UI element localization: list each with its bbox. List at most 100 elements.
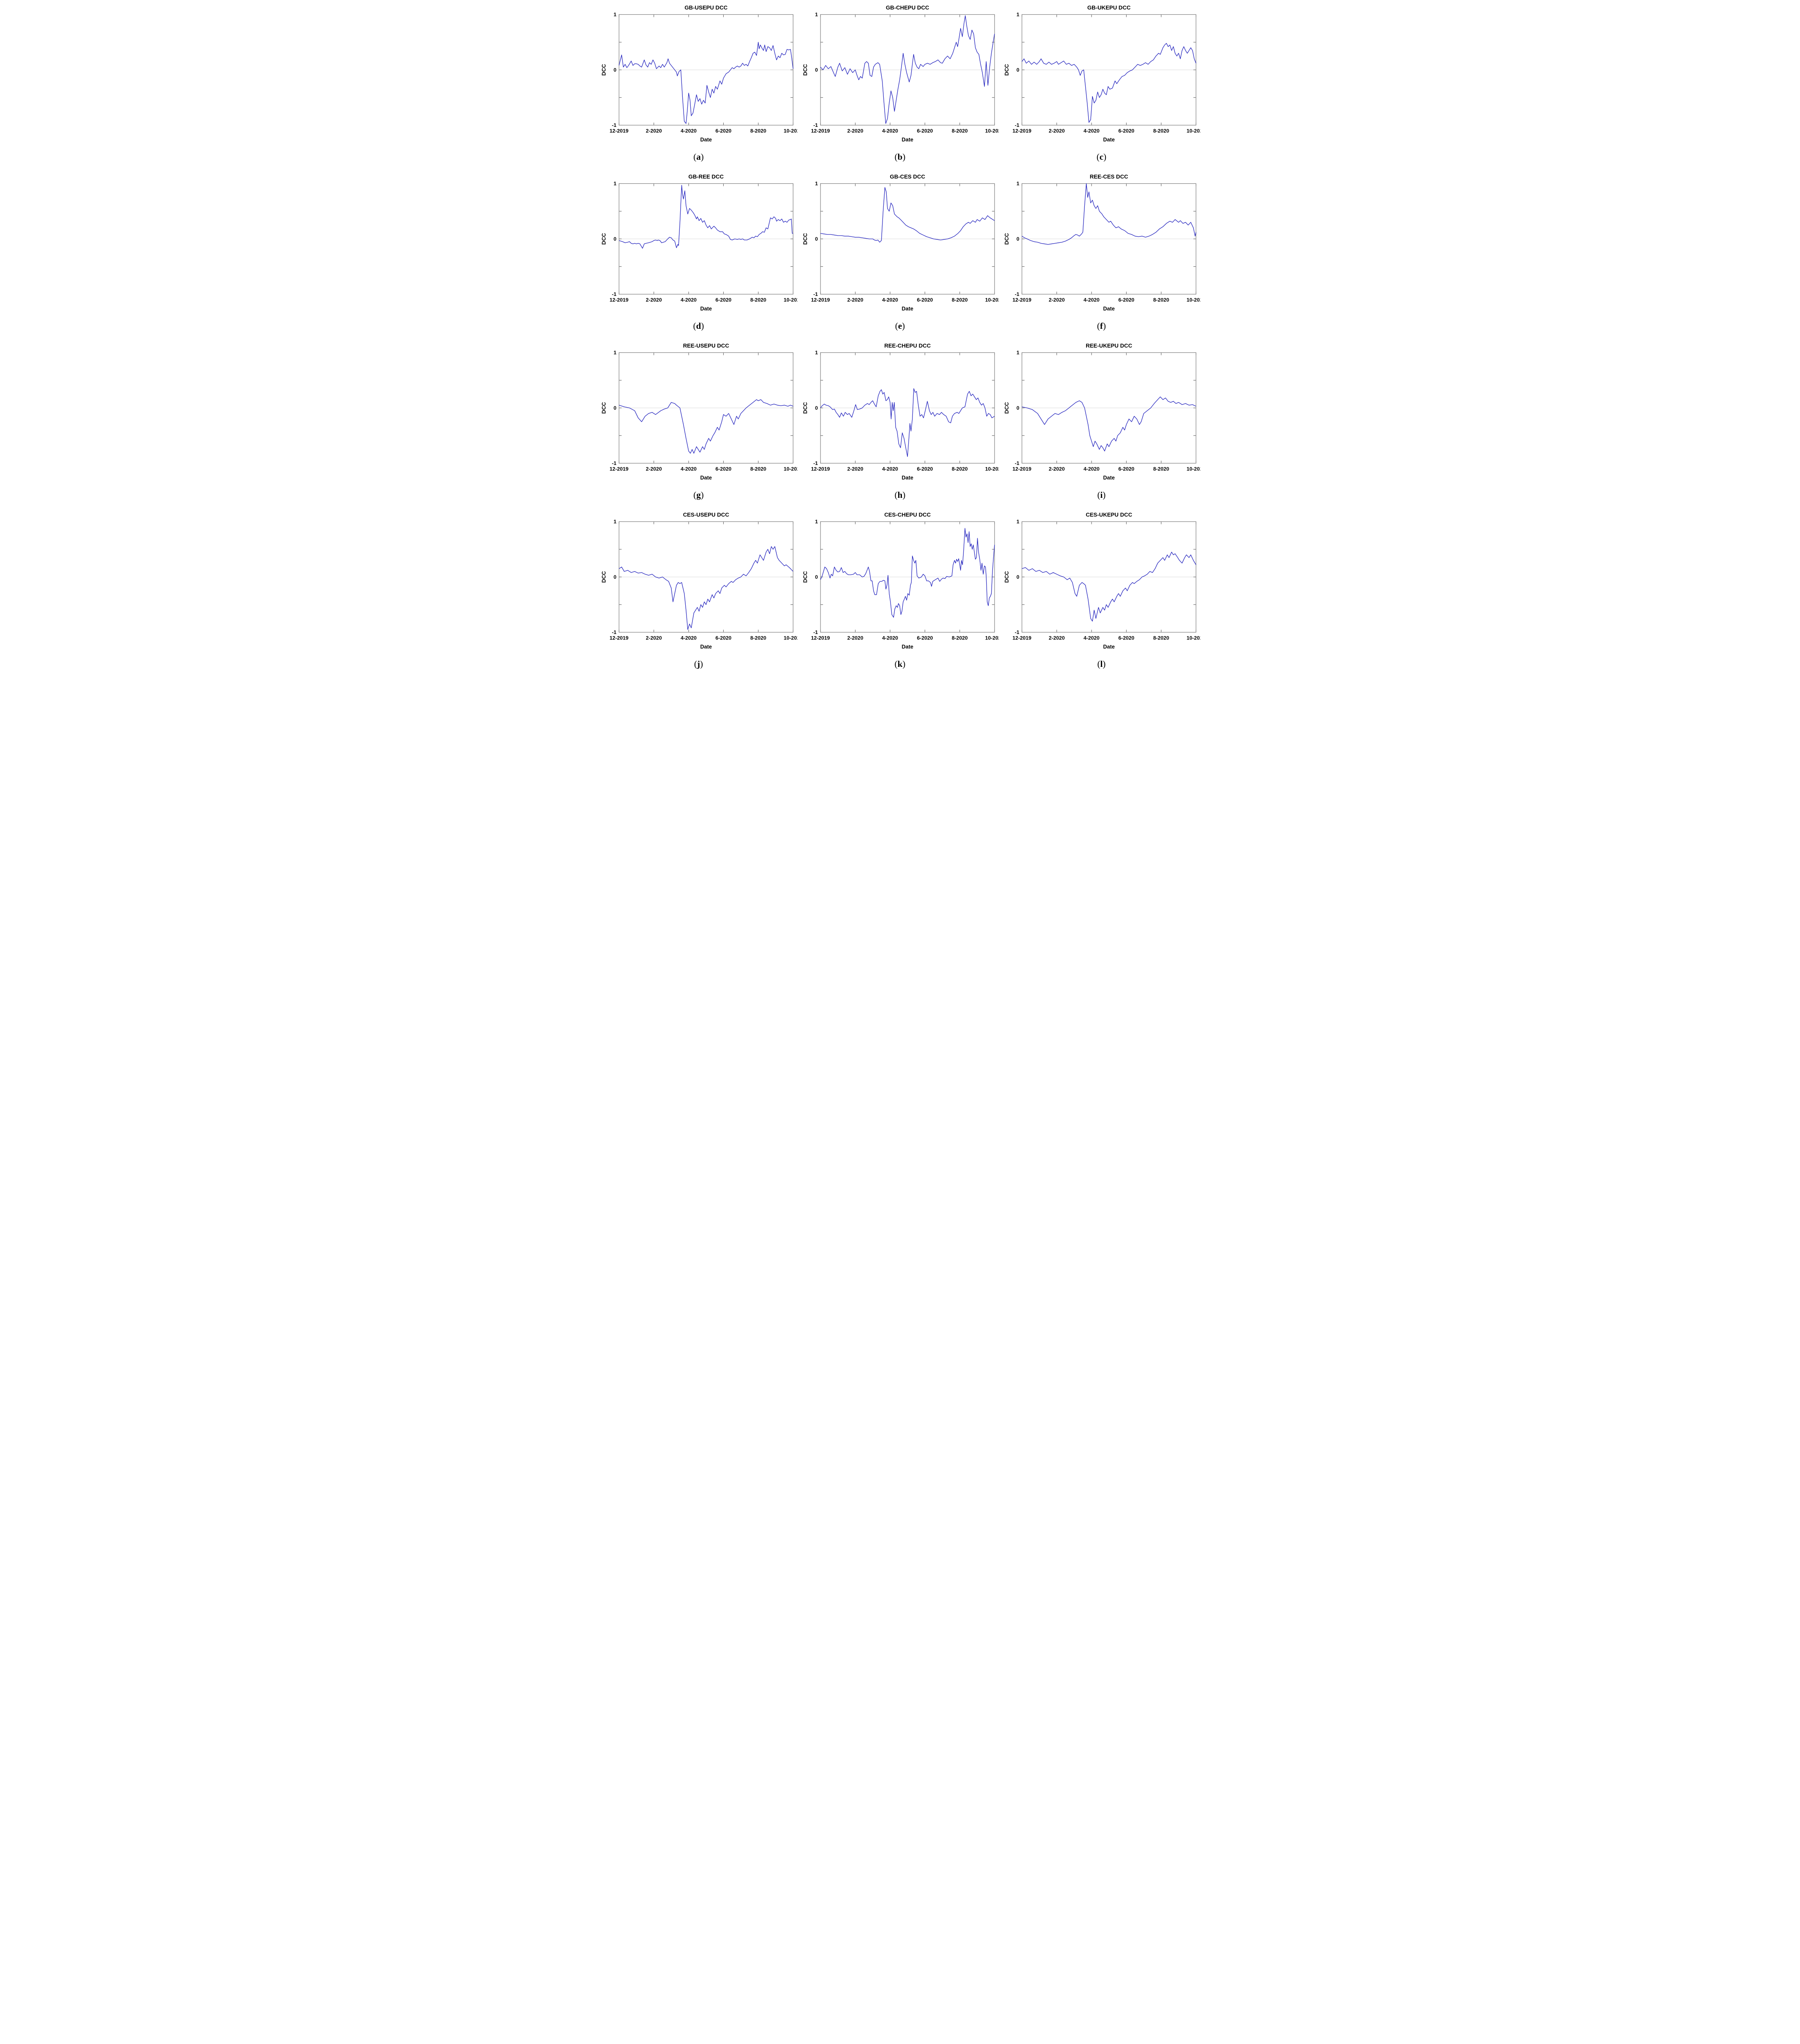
- x-tick-label: 4-2020: [882, 466, 898, 472]
- chart-canvas-d: 12-2019 2-2020 4-2020 6-2020 8-2020 10-2020 1 0…: [601, 173, 797, 312]
- caption-open-paren: (: [1097, 489, 1100, 500]
- plot-box: [618, 352, 793, 464]
- caption-letter: j: [697, 658, 700, 669]
- caption-letter: h: [897, 489, 903, 500]
- x-tick-label: 12-2019: [609, 128, 628, 134]
- x-tick-label: 10-2020: [985, 635, 999, 641]
- y-axis-label: DCC: [601, 402, 607, 414]
- plot-box: [1021, 352, 1196, 464]
- x-tick-label: 4-2020: [681, 466, 697, 472]
- dcc-line: [820, 15, 995, 124]
- panel-title: GB-UKEPU DCC: [1087, 4, 1130, 11]
- y-tick-label: 0: [613, 236, 616, 242]
- panel-title: REE-CHEPU DCC: [884, 342, 931, 349]
- x-tick-label: 6-2020: [917, 297, 933, 303]
- caption-open-paren: (: [693, 151, 697, 162]
- caption-open-paren: (: [1097, 320, 1100, 331]
- y-tick-label: 1: [613, 12, 616, 18]
- x-tick-label: 12-2019: [1012, 128, 1031, 134]
- caption-close-paren: ): [700, 658, 703, 669]
- plot-box: [1021, 183, 1196, 295]
- caption-letter: f: [1100, 320, 1103, 331]
- chart-panel-a: 12-2019 2-2020 4-2020 6-2020 8-2020 10-2020 1 0…: [600, 3, 797, 166]
- y-tick-label: 0: [1016, 405, 1019, 411]
- chart-panel-i: 12-2019 2-2020 4-2020 6-2020 8-2020 10-2020 1 0…: [1003, 341, 1200, 504]
- caption-h: (h): [895, 490, 906, 500]
- x-tick-label: 6-2020: [1118, 466, 1134, 472]
- chart-canvas-f: 12-2019 2-2020 4-2020 6-2020 8-2020 10-2020 1 0…: [1003, 173, 1200, 312]
- caption-i: (i): [1097, 490, 1106, 500]
- y-tick-label: -1: [813, 629, 818, 635]
- figure-grid: 12-20192-20204-20206-20208-202010-202010…: [600, 3, 1200, 673]
- x-tick-label: 4-2020: [882, 297, 898, 303]
- y-tick-label: 1: [1016, 12, 1019, 18]
- y-tick-label: 0: [1016, 67, 1019, 73]
- y-tick-label: -1: [1014, 460, 1019, 466]
- y-tick-label: 0: [613, 405, 616, 411]
- caption-close-paren: ): [700, 489, 704, 500]
- dcc-line: [619, 185, 793, 249]
- dcc-line: [1022, 551, 1196, 622]
- chart-panel-f: 12-2019 2-2020 4-2020 6-2020 8-2020 10-2020 1 0…: [1003, 172, 1200, 335]
- y-tick-label: 0: [815, 574, 818, 580]
- y-axis-label: DCC: [601, 571, 607, 583]
- panel-title: GB-USEPU DCC: [684, 4, 728, 11]
- dcc-line: [820, 388, 995, 457]
- x-tick-label: 4-2020: [1084, 297, 1100, 303]
- y-tick-label: -1: [612, 460, 616, 466]
- x-tick-label: 8-2020: [1153, 297, 1169, 303]
- x-tick-label: 10-2020: [1186, 297, 1200, 303]
- x-axis-label: Date: [1103, 643, 1115, 650]
- x-tick-label: 6-2020: [715, 128, 731, 134]
- plot-box: [618, 14, 793, 126]
- panel-title: GB-REE DCC: [688, 173, 724, 180]
- panel-title: CES-UKEPU DCC: [1086, 511, 1132, 518]
- x-tick-label: 12-2019: [811, 466, 830, 472]
- y-axis-label: DCC: [802, 233, 808, 245]
- caption-c: (c): [1097, 152, 1106, 162]
- chart-panel-k: 12-2019 2-2020 4-2020 6-2020 8-2020 10-2020 1 0…: [802, 510, 999, 673]
- caption-open-paren: (: [895, 320, 898, 331]
- x-tick-label: 8-2020: [1153, 635, 1169, 641]
- caption-open-paren: (: [894, 151, 898, 162]
- dcc-line: [618, 42, 793, 124]
- caption-open-paren: (: [894, 658, 898, 669]
- plot-box: [618, 183, 793, 295]
- caption-letter: k: [897, 658, 903, 669]
- y-tick-label: 1: [815, 349, 818, 355]
- caption-letter: c: [1099, 151, 1104, 162]
- x-tick-label: 2-2020: [847, 466, 863, 472]
- x-tick-label: 2-2020: [1049, 466, 1065, 472]
- chart-canvas-l: 12-2019 2-2020 4-2020 6-2020 8-2020 10-2020 1 0…: [1003, 511, 1200, 650]
- chart-panel-g: 12-2019 2-2020 4-2020 6-2020 8-2020 10-2020 1 0…: [600, 341, 797, 504]
- y-tick-label: 0: [815, 236, 818, 242]
- chart-canvas-g: 12-2019 2-2020 4-2020 6-2020 8-2020 10-2020 1 0…: [601, 342, 797, 481]
- figure-page: 12-20192-20204-20206-20208-202010-202010…: [599, 0, 1201, 681]
- caption-l: (l): [1097, 659, 1106, 669]
- y-tick-label: 1: [613, 349, 616, 355]
- chart-canvas-a: 12-2019 2-2020 4-2020 6-2020 8-2020 10-2020 1 0…: [601, 4, 797, 142]
- dcc-line: [1021, 43, 1196, 123]
- x-tick-label: 2-2020: [847, 635, 863, 641]
- x-tick-label: 2-2020: [646, 635, 662, 641]
- y-tick-label: -1: [612, 291, 616, 297]
- chart-canvas-j: 12-2019 2-2020 4-2020 6-2020 8-2020 10-2020 1 0…: [601, 511, 797, 650]
- caption-open-paren: (: [693, 489, 697, 500]
- caption-close-paren: ): [902, 658, 906, 669]
- caption-letter: l: [1100, 658, 1103, 669]
- caption-open-paren: (: [1097, 658, 1100, 669]
- chart-panel-l: 12-2019 2-2020 4-2020 6-2020 8-2020 10-2020 1 0…: [1003, 510, 1200, 673]
- plot-box: [618, 521, 793, 633]
- chart-panel-j: 12-2019 2-2020 4-2020 6-2020 8-2020 10-2020 1 0…: [600, 510, 797, 673]
- y-tick-label: -1: [813, 460, 818, 466]
- x-axis-label: Date: [700, 306, 712, 312]
- caption-open-paren: (: [693, 320, 696, 331]
- x-tick-label: 4-2020: [1084, 128, 1100, 134]
- caption-close-paren: ): [902, 151, 906, 162]
- dcc-line: [820, 528, 995, 618]
- x-tick-label: 4-2020: [1084, 635, 1100, 641]
- caption-letter: g: [696, 489, 701, 500]
- x-tick-label: 10-2020: [783, 297, 797, 303]
- chart-panel-b: 12-2019 2-2020 4-2020 6-2020 8-2020 10-2020 1 0…: [802, 3, 999, 166]
- x-tick-label: 8-2020: [952, 466, 968, 472]
